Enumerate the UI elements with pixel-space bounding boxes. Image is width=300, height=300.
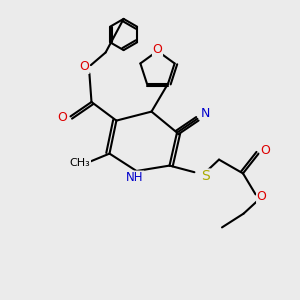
Text: N: N — [201, 107, 210, 120]
Text: O: O — [260, 143, 270, 157]
Text: NH: NH — [126, 171, 144, 184]
Text: O: O — [153, 43, 162, 56]
Text: O: O — [57, 111, 67, 124]
Text: O: O — [79, 60, 89, 74]
Text: S: S — [202, 169, 210, 183]
Text: CH₃: CH₃ — [70, 158, 91, 169]
Text: O: O — [257, 190, 266, 203]
